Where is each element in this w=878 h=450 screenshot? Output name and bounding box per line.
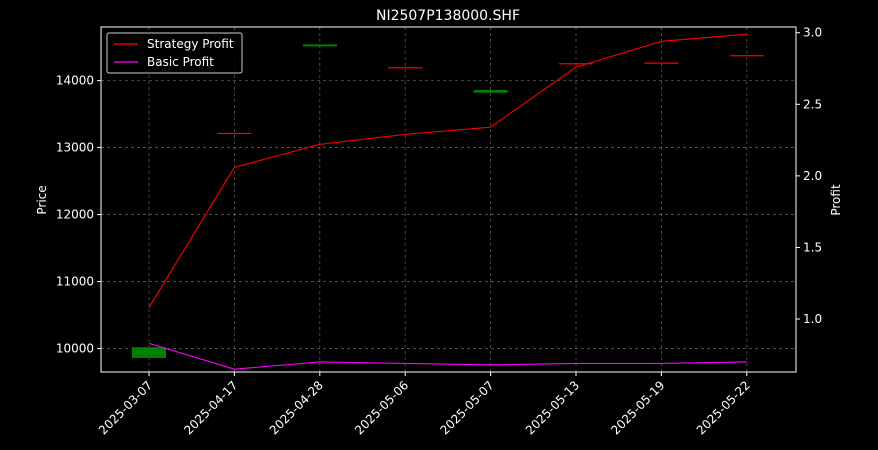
left-y-tick-label: 10000: [56, 342, 94, 356]
candle: [559, 63, 593, 65]
legend-label-strategy: Strategy Profit: [147, 37, 234, 51]
left-y-tick-label: 13000: [56, 141, 94, 155]
legend-box: [106, 32, 243, 74]
strategy-profit-line: [148, 33, 747, 308]
left-y-tick-label: 12000: [56, 208, 94, 222]
right-y-axis: 1.0 1.5 2.0 2.5 3.0: [796, 26, 822, 326]
right-y-tick-label: 2.0: [803, 169, 822, 183]
candles: [132, 44, 764, 358]
candle: [217, 132, 252, 135]
chart-title: NI2507P138000.SHF: [376, 8, 520, 24]
right-y-tick-label: 1.0: [803, 312, 822, 326]
right-axis-label: Profit: [829, 184, 843, 216]
candle: [729, 55, 764, 57]
left-y-axis: 10000 11000 12000 13000 14000: [56, 74, 101, 356]
right-y-tick-label: 1.5: [803, 240, 822, 254]
legend: Strategy Profit Basic Profit: [106, 32, 243, 74]
legend-label-basic: Basic Profit: [147, 55, 214, 69]
basic-profit-line: [148, 342, 747, 370]
left-axis-label: Price: [35, 185, 49, 214]
left-y-tick-label: 11000: [56, 275, 94, 289]
candle: [473, 89, 508, 93]
right-y-tick-label: 3.0: [803, 26, 822, 40]
right-y-tick-label: 2.5: [803, 97, 822, 111]
candle: [132, 347, 166, 358]
left-y-tick-label: 14000: [56, 74, 94, 88]
series-lines: [148, 33, 747, 370]
candle: [644, 62, 679, 64]
candle: [302, 44, 337, 47]
plot-frame: [100, 26, 797, 373]
grid: [101, 27, 796, 372]
candle: [388, 67, 423, 69]
